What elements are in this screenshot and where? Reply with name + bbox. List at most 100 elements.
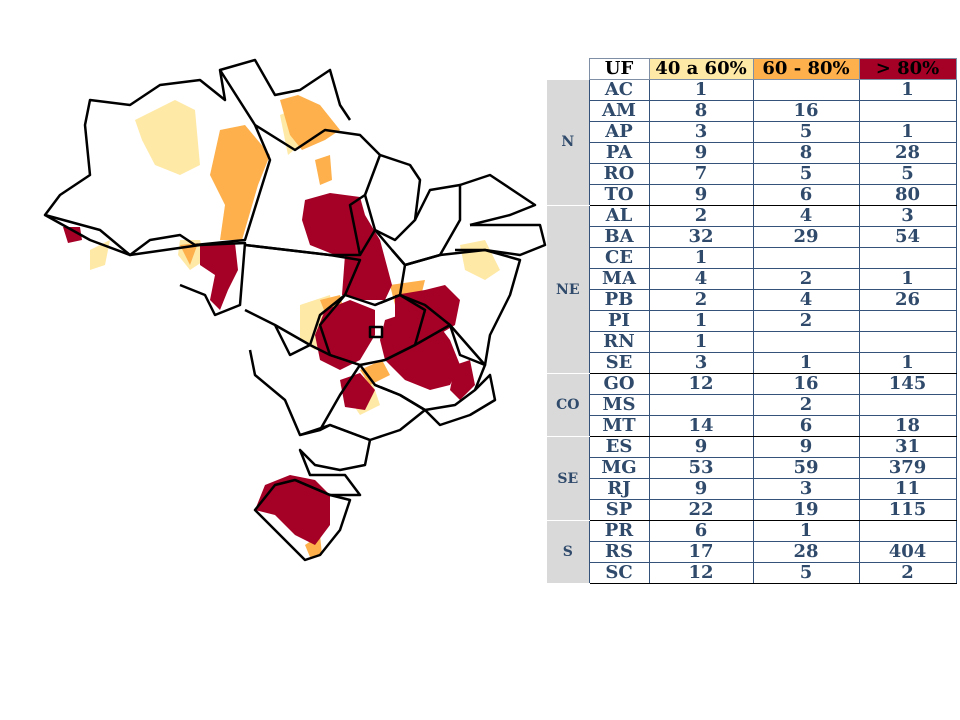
cell-uf: TO [588, 184, 650, 206]
cell-mid: 4 [752, 205, 860, 227]
table-row: RO 7 5 5 [547, 163, 957, 185]
area-low-am-north [135, 100, 200, 175]
table-row: MG 53 59 379 [547, 457, 957, 479]
cell-high: 115 [858, 499, 957, 521]
header-low: 40 a 60% [648, 58, 754, 80]
area-mid-pa-south [315, 155, 332, 185]
cell-mid: 19 [752, 499, 860, 521]
cell-low: 2 [648, 205, 754, 227]
cell-low: 9 [648, 184, 754, 206]
cell-mid [752, 331, 860, 353]
cell-mid: 2 [752, 268, 860, 290]
cell-uf: MA [588, 268, 650, 290]
cell-uf: PB [588, 289, 650, 311]
cell-mid: 59 [752, 457, 860, 479]
table-row: CE 1 [547, 247, 957, 269]
cell-high: 18 [858, 415, 957, 437]
cell-high: 1 [858, 352, 957, 374]
header-mid: 60 - 80% [752, 58, 860, 80]
table-row: CO GO 12 16 145 [547, 373, 957, 437]
region-label: NE [547, 205, 589, 374]
cell-uf: CE [588, 247, 650, 269]
cell-high [858, 310, 957, 332]
cell-low: 12 [648, 373, 754, 395]
cell-low: 12 [648, 562, 754, 584]
area-low-ba [460, 240, 500, 280]
cell-high [858, 100, 957, 122]
cell-low: 53 [648, 457, 754, 479]
cell-uf: RO [588, 163, 650, 185]
cell-uf: ES [588, 436, 650, 458]
region-label: CO [547, 373, 589, 437]
table-row: RN 1 [547, 331, 957, 353]
border-df [368, 325, 384, 339]
area-high-to [342, 215, 392, 300]
cell-mid [752, 247, 860, 269]
cell-mid: 16 [752, 100, 860, 122]
cell-uf: PR [588, 520, 650, 542]
border-ma [363, 153, 422, 242]
cell-uf: AC [588, 79, 650, 101]
cell-low: 22 [648, 499, 754, 521]
cell-mid: 2 [752, 394, 860, 416]
cell-low: 9 [648, 142, 754, 164]
cell-low: 3 [648, 352, 754, 374]
cell-high: 2 [858, 562, 957, 584]
border-rr-ap [219, 58, 352, 121]
cell-high [858, 247, 957, 269]
cell-mid: 16 [752, 373, 860, 395]
table-row: RS 17 28 404 [547, 541, 957, 563]
header-high: > 80% [858, 58, 957, 80]
cell-uf: BA [588, 226, 650, 248]
cell-high: 54 [858, 226, 957, 248]
table-row: AM 8 16 [547, 100, 957, 122]
cell-uf: PI [588, 310, 650, 332]
border-pb-pe-al [455, 223, 547, 257]
table-row: SE ES 9 9 31 [547, 436, 957, 521]
data-table: UF 40 a 60% 60 - 80% > 80% N AC 1 1 AM 8 16 AP 3… [547, 58, 957, 584]
cell-low: 7 [648, 163, 754, 185]
cell-uf: RN [588, 331, 650, 353]
cell-low: 14 [648, 415, 754, 437]
cell-high [858, 331, 957, 353]
region-label: N [547, 79, 589, 206]
border-pr-sc [294, 423, 372, 497]
cell-uf: AL [588, 205, 650, 227]
table-row: BA 32 29 54 [547, 226, 957, 248]
cell-mid: 1 [752, 352, 860, 374]
area-low-am-south [90, 240, 110, 270]
cell-high: 5 [858, 163, 957, 185]
cell-low: 1 [648, 310, 754, 332]
cell-low: 1 [648, 331, 754, 353]
area-high-ro [200, 243, 238, 310]
area-mid-am-east [210, 125, 270, 240]
cell-uf: MT [588, 415, 650, 437]
table-row: PA 9 8 28 [547, 142, 957, 164]
border-ce-rn [459, 173, 537, 227]
cell-mid: 29 [752, 226, 860, 248]
table-row: PB 2 4 26 [547, 289, 957, 311]
table-row: MA 4 2 1 [547, 268, 957, 290]
area-mid-mg-north [360, 360, 390, 385]
cell-low: 3 [648, 121, 754, 143]
table-row: MS 2 [547, 394, 957, 416]
cell-high [858, 394, 957, 416]
cell-mid: 28 [752, 541, 860, 563]
corner-cell [547, 58, 589, 80]
table-row: MT 14 6 18 [547, 415, 957, 437]
cell-high: 26 [858, 289, 957, 311]
cell-high: 31 [858, 436, 957, 458]
cell-mid: 8 [752, 142, 860, 164]
area-high-rs [255, 475, 330, 545]
table-row: SP 22 19 115 [547, 499, 957, 521]
cell-low [648, 394, 754, 416]
cell-low: 9 [648, 436, 754, 458]
cell-high: 3 [858, 205, 957, 227]
map-areas-high [63, 193, 475, 545]
cell-high: 11 [858, 478, 957, 500]
cell-low: 8 [648, 100, 754, 122]
cell-mid: 3 [752, 478, 860, 500]
state-borders [43, 58, 547, 562]
cell-uf: SC [588, 562, 650, 584]
border-ms [248, 323, 362, 437]
